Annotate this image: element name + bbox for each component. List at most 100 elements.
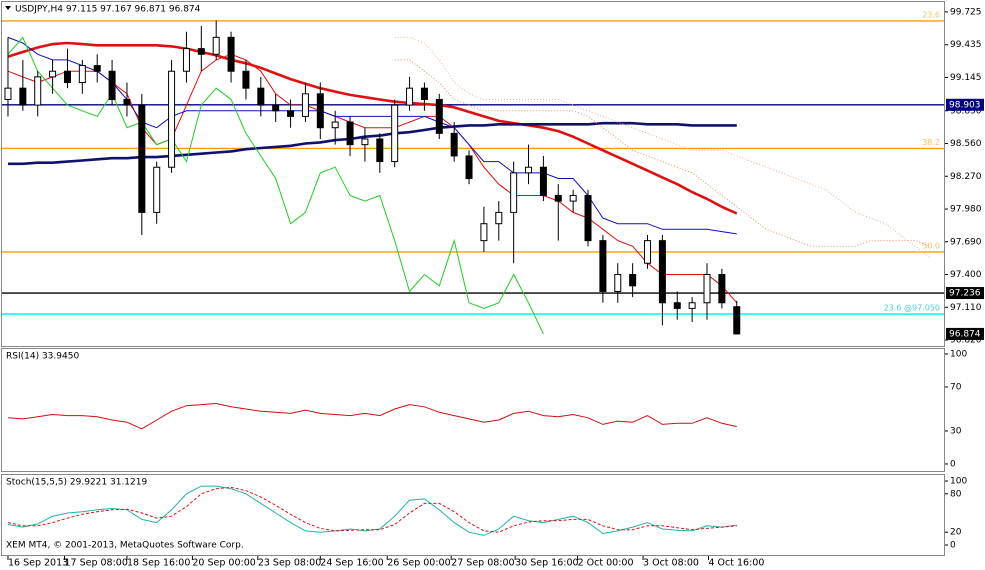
indicator-line [7, 402, 737, 430]
panel-title: Stoch(15,5,5) 29.9221 31.1219 [6, 478, 147, 488]
candle-body [569, 194, 577, 202]
x-tick-label: 16 Sep 2013 [8, 558, 68, 569]
y-tick-label: 98.270 [950, 172, 982, 182]
rsi-panel [1, 348, 945, 472]
x-tick-label: 4 Oct 16:00 [708, 558, 764, 569]
candle-body [257, 87, 265, 106]
menu-icon[interactable] [5, 6, 11, 10]
y-tick-label: 96.820 [950, 336, 982, 346]
candle-body [391, 104, 399, 163]
y-tick-label: 99.145 [950, 73, 982, 83]
candle-body [480, 223, 488, 242]
price-tag [946, 327, 984, 340]
candle-body [510, 172, 518, 213]
panel-title: RSI(14) 33.9450 [6, 352, 79, 362]
y-tick-label: 98.560 [950, 139, 982, 149]
panel-title: USDJPY,H4 97.115 97.167 96.871 96.874 [15, 5, 201, 15]
y-tick-label: 100 [950, 349, 967, 359]
x-tick-label: 18 Sep 16:00 [127, 558, 190, 569]
x-tick-label: 24 Sep 16:00 [320, 558, 383, 569]
y-tick-label: 20 [950, 528, 962, 538]
candle-body [212, 36, 220, 55]
candle-body [525, 166, 533, 174]
candle-body [78, 65, 86, 84]
candle-body [554, 194, 562, 202]
candle-body [287, 110, 295, 117]
x-tick-label: 23 Sep 08:00 [258, 558, 321, 569]
candle-body [182, 48, 190, 72]
indicator-line [7, 36, 544, 335]
y-tick-label: 100 [950, 477, 967, 487]
candle-body [465, 155, 473, 180]
candle-body [644, 240, 652, 264]
stoch-panel [1, 474, 945, 556]
main-panel [1, 1, 945, 347]
candle-body [49, 70, 57, 78]
x-tick-label: 30 Sep 16:00 [515, 558, 578, 569]
y-tick-label: 70 [950, 382, 962, 392]
candle-body [584, 194, 592, 242]
candle-body [242, 70, 250, 89]
candle-body [435, 98, 443, 134]
x-tick-label: 17 Sep 08:00 [64, 558, 127, 569]
y-tick-label: 99.435 [950, 40, 982, 50]
candle-body [658, 240, 666, 304]
candle-body [703, 274, 711, 304]
candle-body [406, 87, 414, 106]
y-tick-label: 98.850 [950, 106, 982, 116]
candle-body [688, 302, 696, 309]
candle-body [301, 93, 309, 117]
indicator-line [7, 486, 737, 533]
price-tag-label: 97.236 [949, 289, 981, 299]
candle-body [376, 138, 384, 163]
level-label: 38.2 [922, 138, 940, 147]
candle-body [346, 121, 354, 146]
candle-body [599, 240, 607, 292]
candle-body [420, 87, 428, 100]
candle-body [495, 211, 503, 225]
y-tick-label: 97.400 [950, 270, 982, 280]
y-tick-label: 30 [950, 426, 962, 436]
candle-body [227, 36, 235, 72]
indicator-line [8, 121, 737, 166]
y-tick-label: 97.690 [950, 237, 982, 247]
candle-body [138, 104, 146, 213]
y-tick-label: 80 [950, 489, 962, 499]
candle-body [34, 76, 42, 106]
candle-body [168, 70, 176, 168]
candle-body [718, 274, 726, 304]
level-label: 50.0 [922, 241, 940, 250]
candle-body [331, 121, 339, 129]
y-tick-label: 99.725 [950, 7, 982, 17]
candle-body [539, 166, 547, 196]
y-tick-label: 0 [950, 541, 956, 551]
price-tag [946, 98, 984, 111]
candle-body [153, 166, 161, 213]
y-tick-label: 97.110 [950, 303, 982, 313]
candle-body [19, 87, 27, 106]
indicator-line [394, 36, 931, 258]
candle-body [4, 87, 12, 100]
candle-body [63, 70, 71, 84]
candle-body [316, 93, 324, 129]
x-tick-label: 27 Sep 08:00 [451, 558, 514, 569]
x-tick-label: 20 Sep 00:00 [192, 558, 255, 569]
candle-body [614, 274, 622, 292]
candle-body [733, 306, 741, 335]
candle-body [450, 132, 458, 157]
price-tag-label: 98.903 [949, 100, 981, 110]
candle-body [197, 48, 205, 55]
x-tick-label: 26 Sep 00:00 [387, 558, 450, 569]
candle-body [673, 302, 681, 309]
level-label: 23.6 @97.050 [884, 304, 940, 313]
candle-body [123, 98, 131, 106]
x-tick-label: 2 Oct 00:00 [578, 558, 634, 569]
candle-body [272, 104, 280, 112]
candle-body [93, 65, 101, 72]
candle-body [629, 274, 637, 287]
y-tick-label: 97.980 [950, 205, 982, 215]
price-tag-label: 96.874 [949, 329, 981, 339]
candle-body [361, 138, 369, 146]
